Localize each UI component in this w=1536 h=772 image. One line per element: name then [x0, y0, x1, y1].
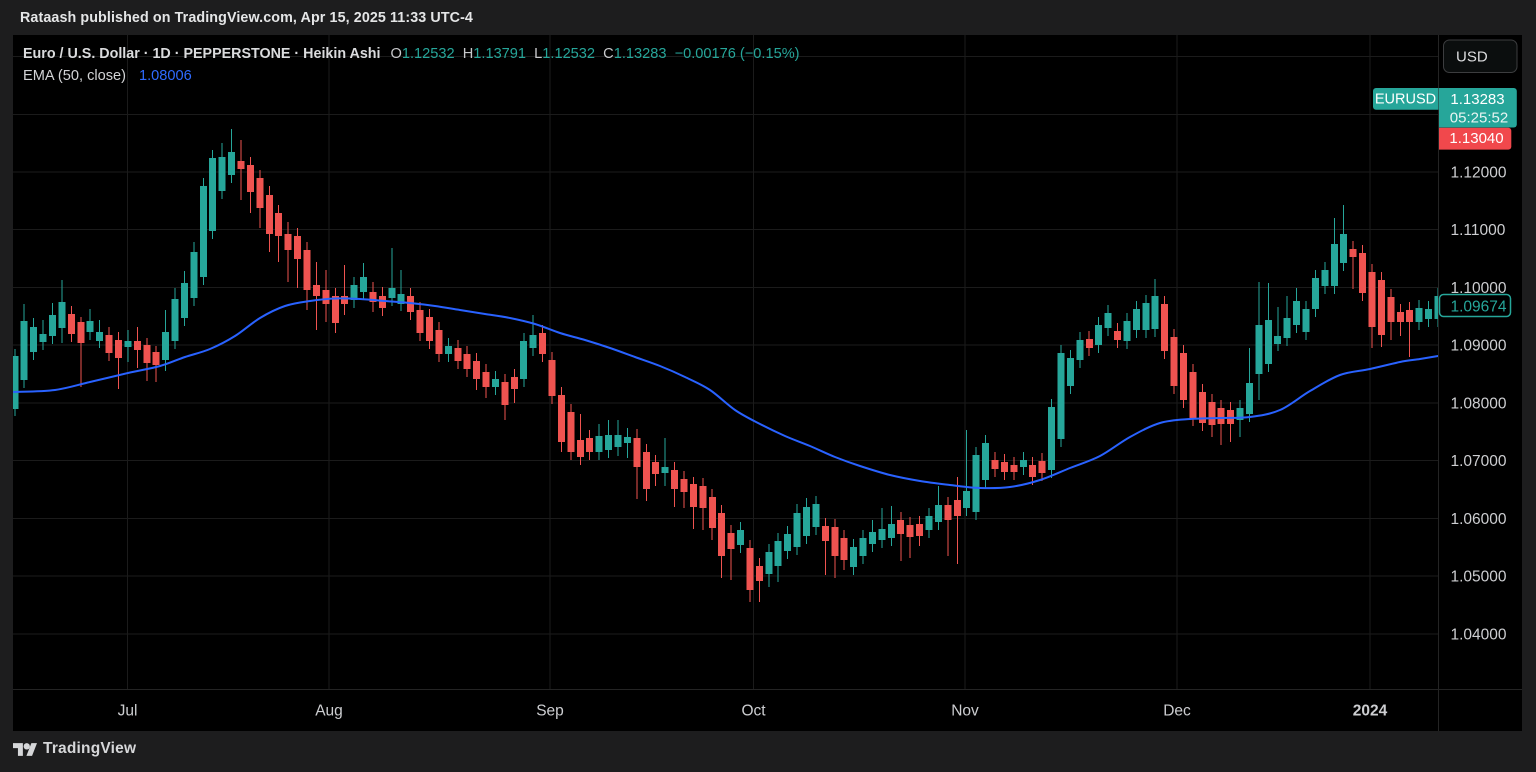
svg-text:Dec: Dec: [1163, 703, 1191, 720]
svg-text:1.07000: 1.07000: [1451, 453, 1507, 470]
svg-text:1.04000: 1.04000: [1451, 626, 1507, 643]
svg-text:1.13283: 1.13283: [1450, 91, 1504, 108]
svg-text:2024: 2024: [1353, 703, 1388, 720]
svg-text:EURUSD: EURUSD: [1375, 91, 1436, 107]
svg-text:Sep: Sep: [536, 703, 564, 720]
svg-text:05:25:52: 05:25:52: [1450, 109, 1508, 126]
svg-text:1.13040: 1.13040: [1449, 130, 1503, 147]
svg-text:1.11000: 1.11000: [1451, 222, 1506, 239]
svg-text:1.06000: 1.06000: [1451, 511, 1507, 528]
svg-text:Jul: Jul: [118, 703, 138, 720]
svg-text:Nov: Nov: [951, 703, 979, 720]
svg-text:1.10000: 1.10000: [1451, 280, 1507, 297]
svg-text:1.09674: 1.09674: [1451, 299, 1507, 316]
svg-text:1.09000: 1.09000: [1451, 338, 1507, 355]
svg-text:1.05000: 1.05000: [1451, 569, 1507, 586]
svg-text:USD: USD: [1456, 48, 1488, 65]
svg-text:1.08000: 1.08000: [1451, 395, 1507, 412]
svg-text:1.12000: 1.12000: [1451, 165, 1507, 182]
svg-text:Aug: Aug: [315, 703, 343, 720]
svg-text:Oct: Oct: [741, 703, 766, 720]
